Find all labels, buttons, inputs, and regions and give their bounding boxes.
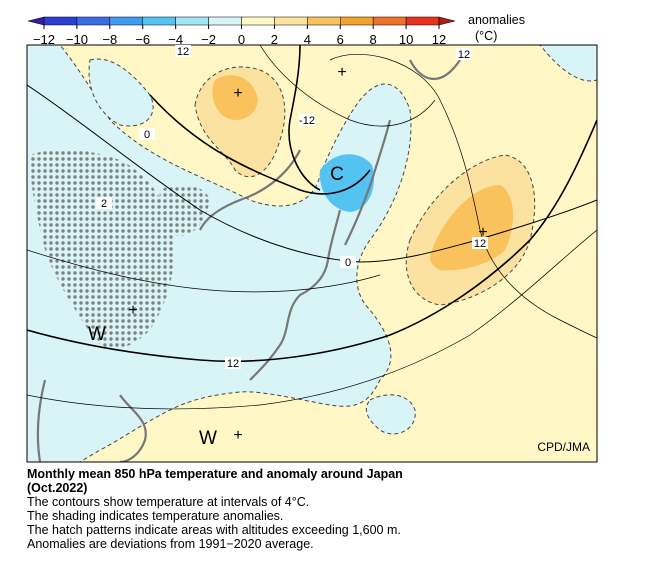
high-terrain — [159, 184, 210, 236]
contour-label-bg — [175, 45, 191, 57]
pressure-symbol: C — [330, 164, 344, 185]
colorbar-under — [27, 16, 45, 26]
colorbar-segment — [340, 16, 374, 26]
contour-label: 12 — [458, 49, 470, 61]
contour-label: 2 — [101, 198, 107, 210]
negative-anomaly — [365, 394, 416, 435]
marker: + — [233, 427, 242, 444]
colorbar-tick-label: 4 — [304, 32, 311, 47]
colorbar-tick-label: 8 — [370, 32, 377, 47]
colorbar-unit: (°C) — [475, 29, 497, 43]
colorbar: −12 −10 −8 −6 −4 −2 0 2 4 6 8 10 12 anomalies (°C) — [27, 13, 525, 47]
contour-label: -12 — [299, 115, 315, 127]
colorbar-tick-label: 6 — [337, 32, 344, 47]
colorbar-segment — [43, 16, 78, 26]
contour-label: 12 — [474, 238, 486, 250]
contour-label-bg — [225, 357, 241, 369]
colorbar-tick-label: 2 — [271, 32, 278, 47]
negative-anomaly — [27, 45, 412, 462]
colorbar-segment — [372, 16, 407, 26]
map — [27, 45, 597, 462]
colorbar-over — [438, 16, 456, 26]
figure: −12 −10 −8 −6 −4 −2 0 2 4 6 8 10 12 anomalies (°C) — [26, 13, 598, 463]
colorbar-tick-label: −2 — [201, 32, 216, 47]
map-frame — [26, 44, 598, 463]
negative-anomaly — [88, 58, 154, 127]
pressure-symbol: W — [199, 428, 217, 449]
colorbar-tick-label: −4 — [168, 32, 183, 47]
colorbar-segment — [175, 16, 209, 26]
contour-label-bg — [96, 197, 112, 209]
coastline — [36, 59, 461, 462]
colorbar-segment — [274, 16, 308, 26]
caption-line: The shading indicates temperature anomal… — [27, 509, 284, 523]
colorbar-tick-label: −6 — [135, 32, 150, 47]
contour-label-bg — [456, 48, 472, 60]
caption-title: (Oct.2022) — [27, 481, 88, 495]
contour-label-bg — [472, 237, 488, 249]
pressure-symbol: W — [88, 324, 106, 345]
colorbar-tick-label: 12 — [432, 32, 446, 47]
contour-label-bg — [139, 128, 155, 140]
colorbar-segment — [208, 16, 242, 26]
colorbar-segment — [109, 16, 144, 26]
colorbar-tick-label: −10 — [66, 32, 88, 47]
colorbar-segment — [142, 16, 176, 26]
colorbar-tick-label: 0 — [238, 32, 245, 47]
colorbar-segment — [405, 16, 440, 26]
colorbar-title: anomalies — [468, 13, 525, 27]
positive-anomaly — [212, 75, 258, 120]
marker: + — [337, 64, 346, 81]
marker: + — [128, 302, 137, 319]
contour-label: 12 — [177, 46, 189, 58]
contour-label: 12 — [227, 358, 239, 370]
caption-line: The contours show temperature at interva… — [27, 495, 310, 509]
marker: + — [478, 224, 487, 241]
colorbar-segment — [307, 16, 341, 26]
marker: + — [233, 85, 242, 102]
contour-label: 0 — [144, 129, 150, 141]
contour-label-bg — [340, 256, 356, 268]
credit: CPD/JMA — [537, 440, 590, 454]
cold-core — [319, 154, 374, 212]
caption-line: The hatch patterns indicate areas with a… — [27, 523, 401, 537]
colorbar-tick-label: 10 — [399, 32, 413, 47]
contour-label-bg — [299, 114, 315, 126]
caption-line: Anomalies are deviations from 1991−2020 … — [27, 537, 314, 551]
high-terrain — [30, 149, 174, 349]
colorbar-segment — [241, 16, 275, 26]
colorbar-tick-label: −12 — [33, 32, 55, 47]
contour-label: 0 — [345, 257, 351, 269]
colorbar-segment — [76, 16, 111, 26]
caption: Monthly mean 850 hPa temperature and ano… — [27, 467, 403, 551]
caption-title: Monthly mean 850 hPa temperature and ano… — [27, 467, 403, 481]
positive-anomaly — [430, 185, 514, 271]
colorbar-tick-label: −8 — [102, 32, 117, 47]
